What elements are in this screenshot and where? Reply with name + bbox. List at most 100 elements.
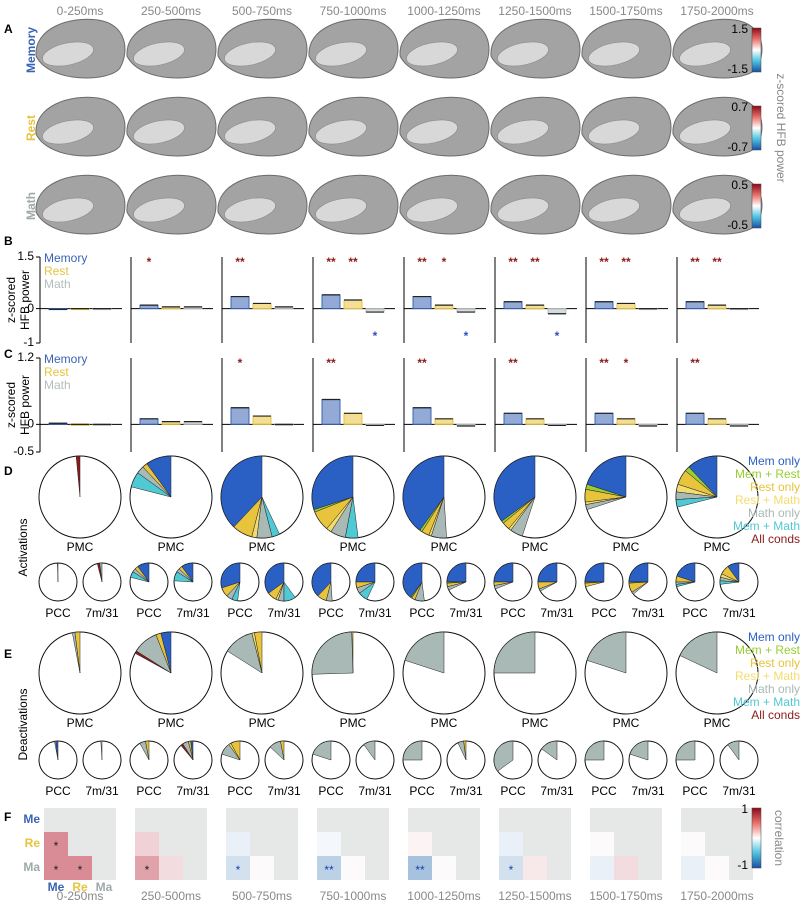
panel-letter: F (4, 810, 11, 824)
brain-medial-wall (42, 41, 94, 67)
pie-slice (355, 562, 376, 583)
brain-medial-wall (315, 197, 367, 223)
significance-star: ** (326, 255, 336, 269)
window-label: 500-750ms (232, 889, 292, 903)
bar (594, 301, 614, 310)
legend-entry: Rest (44, 264, 69, 278)
bar (321, 294, 341, 310)
matrix-cell (523, 856, 547, 880)
significance-star: ** (599, 255, 609, 269)
brain-medial-wall (497, 197, 549, 223)
matrix-cell (681, 856, 705, 880)
pie-label: PCC (682, 784, 708, 798)
pie-slice (130, 472, 172, 498)
pie-slice (493, 631, 536, 674)
bar (434, 418, 454, 425)
matrix-cell (68, 856, 92, 880)
significance-star: ** (508, 356, 518, 370)
window-label: 1500-1750ms (589, 4, 662, 18)
matrix-label: Re (25, 836, 41, 850)
pie-slice (57, 562, 59, 583)
pie-slice (586, 631, 627, 674)
legend-entry: Rest + Math (735, 669, 800, 683)
pie-slice (629, 740, 649, 761)
significance-star: * (555, 329, 560, 343)
legend-entry: Math only (748, 682, 800, 696)
significance-star: ** (417, 356, 427, 370)
bar (685, 412, 705, 425)
pie-label: 7m/31 (631, 784, 665, 798)
pie-label: 7m/31 (85, 784, 119, 798)
legend-entry: Mem only (748, 630, 800, 644)
pie-slice (325, 581, 333, 602)
legend-entry: Math only (748, 506, 800, 520)
significance-star: ** (415, 863, 425, 877)
pie-slice (493, 562, 514, 583)
panel-letter: C (4, 347, 13, 361)
matrix-cell (432, 856, 456, 880)
brain-medial-wall (42, 197, 94, 223)
pie-slice (447, 581, 467, 591)
legend-entry: All conds (751, 532, 800, 546)
pie-slice (539, 581, 558, 592)
colorbar-label: correlation (772, 810, 786, 866)
significance-star: * (54, 839, 59, 853)
pie-label: PMC (158, 540, 185, 554)
bar (707, 418, 727, 425)
brain-medial-wall (588, 197, 640, 223)
pie-slice (628, 562, 649, 583)
significance-star: ** (324, 863, 334, 877)
pie-label: PCC (500, 606, 526, 620)
significance-star: ** (508, 255, 518, 269)
bar (412, 407, 432, 425)
pie-label: PMC (613, 716, 640, 730)
brain-medial-wall (588, 119, 640, 145)
bar (230, 407, 250, 425)
pie-slice (130, 571, 150, 583)
significance-star: ** (348, 255, 358, 269)
legend-entry: Memory (44, 251, 87, 265)
bar (412, 296, 432, 310)
pie-slice (220, 455, 263, 528)
window-label: 250-500ms (141, 889, 201, 903)
pie-slice (493, 740, 514, 772)
colorbar-label: z-scored HFB power (774, 73, 788, 182)
row-label: Rest (24, 115, 38, 141)
matrix-cell (590, 856, 614, 880)
bar (685, 301, 705, 310)
pie-label: 7m/31 (267, 606, 301, 620)
legend-entry: Math (44, 378, 71, 392)
window-label: 1250-1500ms (498, 4, 571, 18)
pie-slice (402, 740, 423, 761)
pie-label: PMC (340, 540, 367, 554)
brain-medial-wall (224, 119, 276, 145)
brain-medial-wall (133, 119, 185, 145)
matrix-cell (159, 856, 183, 880)
pie-slice (359, 581, 376, 600)
legend-entry: Rest (44, 365, 69, 379)
brain-medial-wall (224, 197, 276, 223)
y-tick-label: -0.5 (13, 444, 34, 458)
panel-letter: A (4, 22, 13, 36)
matrix-label: Ma (96, 880, 113, 894)
colorbar-tick-label: 0.5 (731, 178, 748, 192)
brain-medial-wall (679, 197, 731, 223)
pie-label: PCC (227, 606, 253, 620)
pie-slice (312, 740, 332, 761)
panel-letter: E (4, 647, 12, 661)
brain-medial-wall (497, 41, 549, 67)
pie-slice (584, 562, 605, 583)
brain-medial-wall (406, 197, 458, 223)
window-label: 500-750ms (232, 4, 292, 18)
significance-star: * (238, 356, 243, 370)
colorbar-tick-label: 1 (741, 802, 748, 816)
significance-star: * (464, 329, 469, 343)
colorbar (751, 183, 762, 229)
window-label: 0-250ms (57, 889, 104, 903)
matrix-cell (408, 856, 432, 880)
pie-slice (586, 455, 627, 498)
bar (616, 302, 636, 310)
legend-entry: Mem + Rest (735, 643, 801, 657)
colorbar-tick-label: -1 (737, 858, 748, 872)
pie-slice (54, 740, 59, 761)
